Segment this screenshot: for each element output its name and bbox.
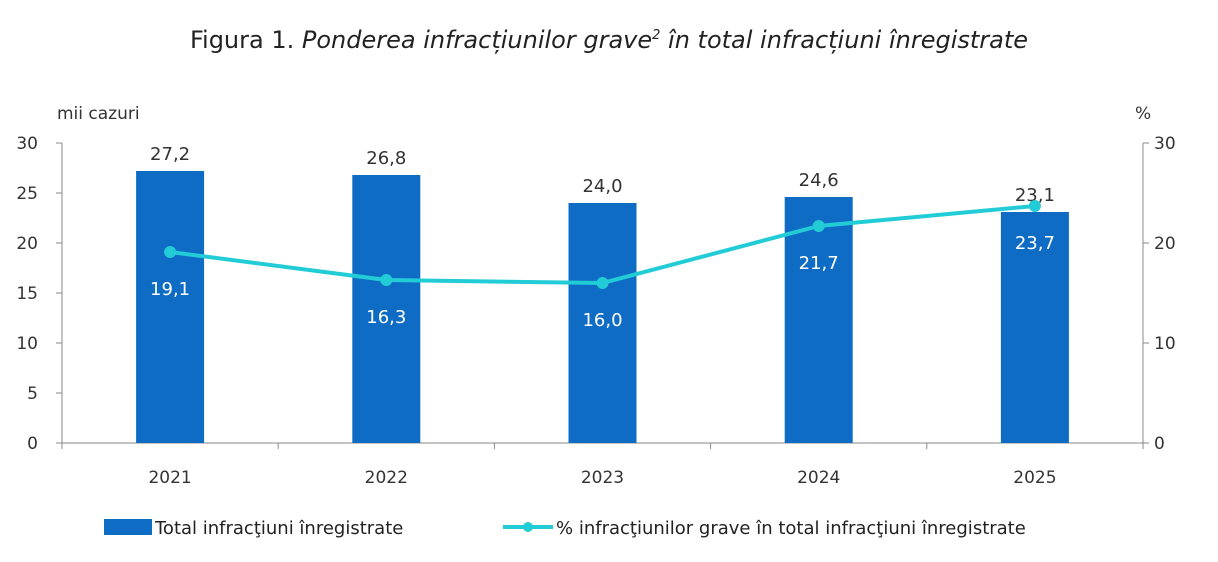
line-point bbox=[812, 220, 825, 232]
y-tick-label-left: 30 bbox=[16, 134, 38, 154]
x-tick-label: 2025 bbox=[1013, 468, 1056, 488]
title-main: Ponderea infracțiunilor grave bbox=[301, 26, 653, 54]
bar-data-label: 24,6 bbox=[799, 170, 839, 191]
line-data-label: 21,7 bbox=[799, 253, 839, 274]
bar-data-label: 26,8 bbox=[366, 148, 406, 169]
y-tick-label-right: 30 bbox=[1154, 134, 1176, 154]
y-tick-label-right: 0 bbox=[1154, 434, 1165, 454]
line-data-label: 16,0 bbox=[582, 310, 622, 331]
chart-title: Figura 1. Ponderea infracțiunilor grave2… bbox=[0, 26, 1218, 54]
bar bbox=[1000, 212, 1069, 443]
y-axis-label-right: % bbox=[1135, 104, 1151, 124]
bar bbox=[784, 197, 853, 443]
legend-bar-swatch bbox=[104, 519, 152, 535]
y-axis-label-left: mii cazuri bbox=[57, 104, 140, 124]
y-tick-label-left: 5 bbox=[27, 384, 38, 404]
y-tick-label-right: 20 bbox=[1154, 234, 1176, 254]
x-tick-label: 2024 bbox=[797, 468, 840, 488]
y-tick-label-left: 10 bbox=[16, 334, 38, 354]
line-point bbox=[596, 277, 609, 289]
line-data-label: 19,1 bbox=[150, 279, 190, 300]
legend-bar-label: Total infracţiuni înregistrate bbox=[154, 518, 403, 539]
y-tick-label-left: 15 bbox=[16, 284, 38, 304]
bar-data-label: 27,2 bbox=[150, 144, 190, 165]
line-point bbox=[380, 274, 393, 286]
line-point bbox=[1028, 200, 1041, 212]
title-sup: 2 bbox=[652, 28, 661, 43]
y-tick-label-left: 20 bbox=[16, 234, 38, 254]
bar bbox=[568, 203, 637, 443]
bar-data-label: 23,1 bbox=[1015, 185, 1055, 206]
x-tick-label: 2023 bbox=[581, 468, 624, 488]
title-rest: în total infracțiuni înregistrate bbox=[660, 26, 1029, 54]
bar bbox=[136, 171, 205, 443]
x-tick-label: 2021 bbox=[148, 468, 191, 488]
line-point bbox=[164, 246, 177, 258]
title-prefix: Figura 1. bbox=[189, 26, 295, 54]
bar bbox=[352, 175, 421, 443]
y-tick-label-right: 10 bbox=[1154, 334, 1176, 354]
y-tick-label-left: 25 bbox=[16, 184, 38, 204]
legend-line-label: % infracţiunilor grave în total infracţi… bbox=[556, 518, 1026, 539]
line-data-label: 16,3 bbox=[366, 307, 406, 328]
title-italic: Ponderea infracțiunilor grave2 în total … bbox=[302, 26, 1028, 54]
line-data-label: 23,7 bbox=[1015, 233, 1055, 254]
y-tick-label-left: 0 bbox=[27, 434, 38, 454]
bar-data-label: 24,0 bbox=[582, 176, 622, 197]
x-tick-label: 2022 bbox=[365, 468, 408, 488]
legend-line-marker bbox=[523, 522, 533, 532]
